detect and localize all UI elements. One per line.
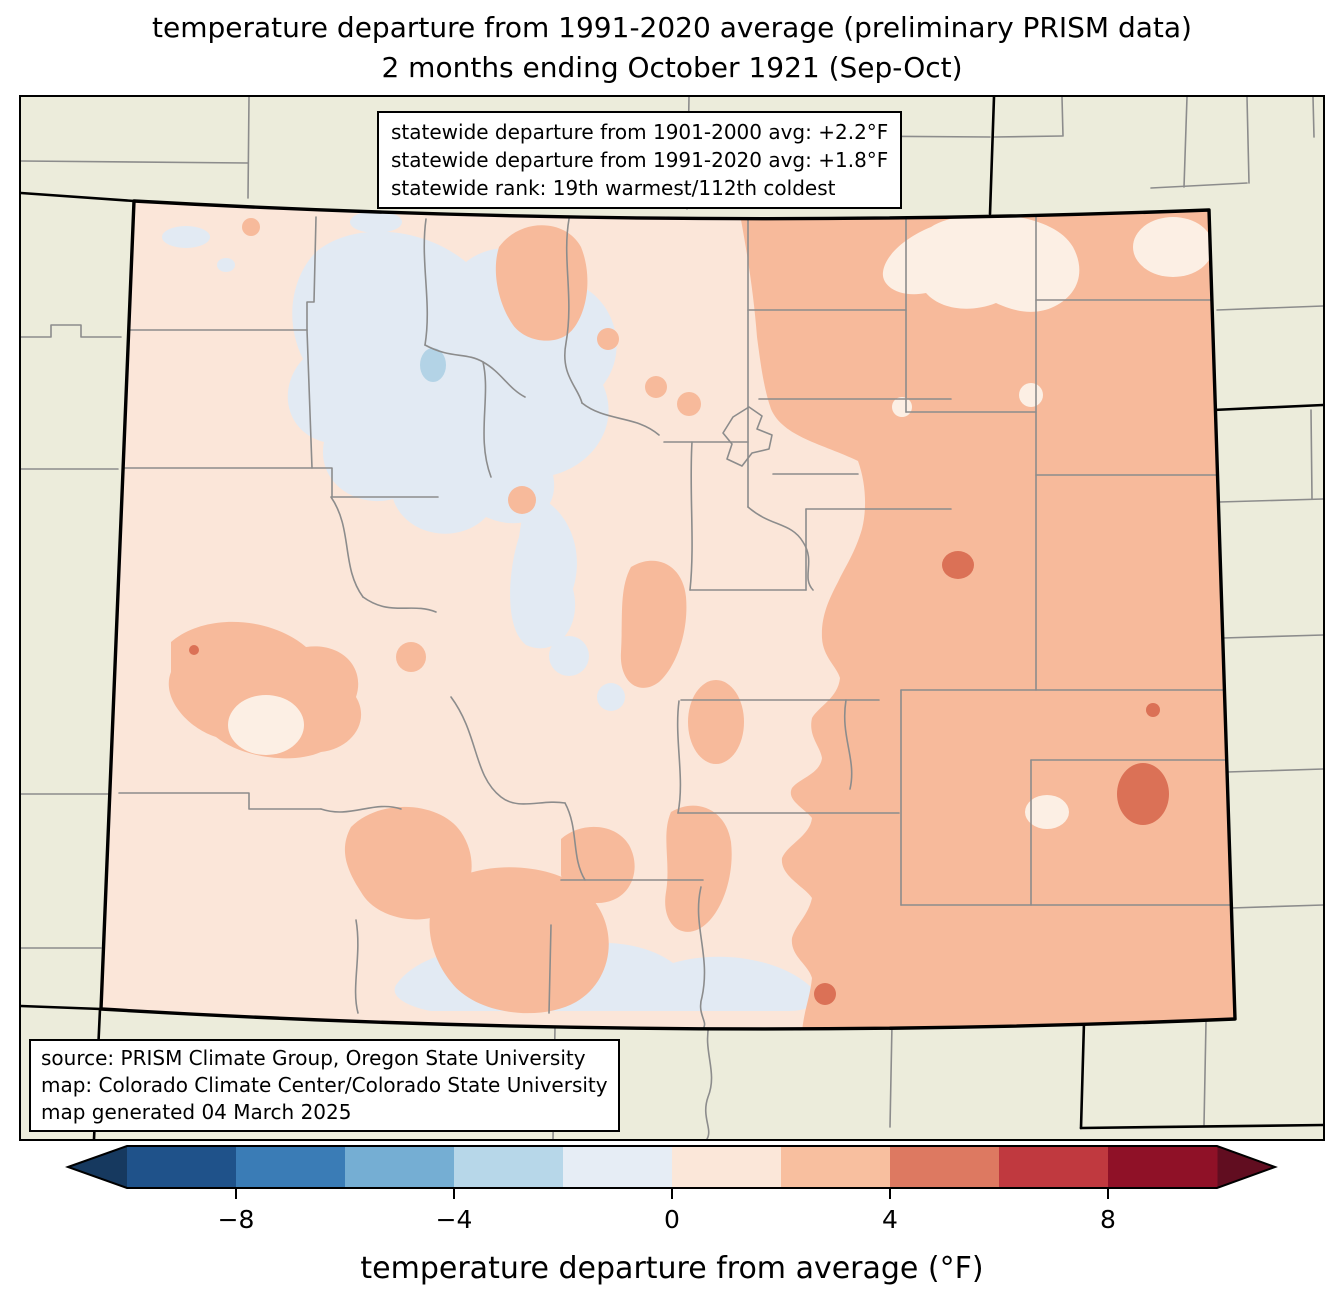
title-line-1: temperature departure from 1991-2020 ave… [152, 11, 1192, 44]
statewide-stats-box: statewide departure from 1901-2000 avg: … [377, 111, 903, 209]
stat-rank: statewide rank: 19th warmest/112th colde… [391, 176, 836, 200]
tick-label-8: 8 [1100, 1205, 1116, 1234]
colorbar-left-arrow [68, 1146, 127, 1188]
tick-label-neg8: −8 [218, 1205, 255, 1234]
colorado-map [21, 97, 1323, 1139]
tick-label-0: 0 [664, 1205, 680, 1234]
source-line: source: PRISM Climate Group, Oregon Stat… [41, 1046, 586, 1070]
colorbar-segment [1108, 1146, 1218, 1188]
colorbar-segment [563, 1146, 673, 1188]
colorbar-ticks [235, 1188, 1109, 1199]
colorbar-segments [127, 1146, 1218, 1188]
tick-label-neg4: −4 [436, 1205, 473, 1234]
figure-title: temperature departure from 1991-2020 ave… [0, 8, 1344, 88]
colorbar-segment [127, 1146, 237, 1188]
source-box: source: PRISM Climate Group, Oregon Stat… [29, 1039, 620, 1132]
map-credit-line: map: Colorado Climate Center/Colorado St… [41, 1073, 608, 1097]
fill-neg4-to-neg2 [420, 348, 446, 382]
colorbar-segment [236, 1146, 346, 1188]
colorbar-axis-label: temperature departure from average (°F) [360, 1251, 983, 1286]
fill-2-to-4-east [739, 201, 1235, 1029]
fill-4-to-6 [189, 551, 1169, 1005]
colorbar-segment [345, 1146, 455, 1188]
colorbar-segment [890, 1146, 1000, 1188]
stat-departure-1991-2020: statewide departure from 1991-2020 avg: … [391, 148, 889, 172]
generated-date-line: map generated 04 March 2025 [41, 1100, 352, 1124]
fill-2-to-4-west [168, 218, 744, 1014]
title-line-2: 2 months ending October 1921 (Sep-Oct) [381, 51, 963, 84]
fill-light-west [228, 695, 304, 755]
colorado-county-lines [117, 210, 1232, 1028]
colorado-fill-layers [101, 201, 1235, 1029]
colorbar-right-arrow [1217, 1146, 1275, 1188]
colorbar-segment [999, 1146, 1109, 1188]
colorado-state-border [99, 199, 1237, 1031]
neighbor-state-borders [21, 97, 1323, 1139]
colorbar-segment [781, 1146, 891, 1188]
colorbar-segment [454, 1146, 564, 1188]
colorbar-outline [65, 1145, 1278, 1189]
stat-departure-1901-2000: statewide departure from 1901-2000 avg: … [391, 120, 889, 144]
map-axes: statewide departure from 1901-2000 avg: … [19, 95, 1325, 1141]
colorbar: −8 −4 0 4 8 temperature departure from a… [20, 1142, 1324, 1299]
colorbar-segment [672, 1146, 782, 1188]
tick-label-4: 4 [882, 1205, 898, 1234]
